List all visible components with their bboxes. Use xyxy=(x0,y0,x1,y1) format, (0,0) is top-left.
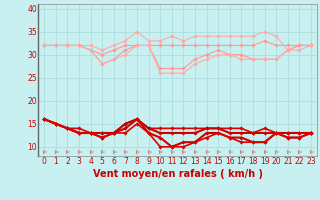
X-axis label: Vent moyen/en rafales ( km/h ): Vent moyen/en rafales ( km/h ) xyxy=(92,169,263,179)
